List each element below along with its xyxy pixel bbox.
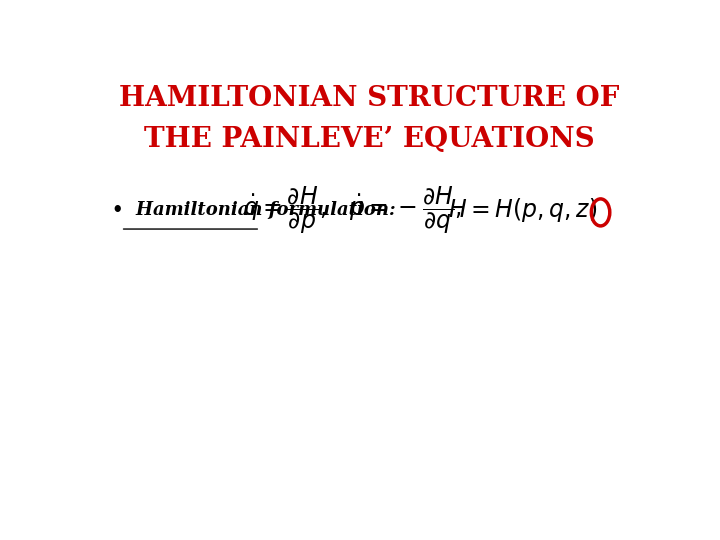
Text: $\dot{p} = -\dfrac{\partial H}{\partial q},$: $\dot{p} = -\dfrac{\partial H}{\partial … <box>348 185 462 236</box>
Text: •  Hamiltonian formulation:: • Hamiltonian formulation: <box>112 201 396 219</box>
Text: THE PAINLEVE’ EQUATIONS: THE PAINLEVE’ EQUATIONS <box>144 126 594 153</box>
Text: HAMILTONIAN STRUCTURE OF: HAMILTONIAN STRUCTURE OF <box>119 85 619 112</box>
Text: $\dot{q} = \dfrac{\partial H}{\partial p},$: $\dot{q} = \dfrac{\partial H}{\partial p… <box>243 185 328 236</box>
Text: $H = H(p, q, z)$: $H = H(p, q, z)$ <box>448 197 597 224</box>
